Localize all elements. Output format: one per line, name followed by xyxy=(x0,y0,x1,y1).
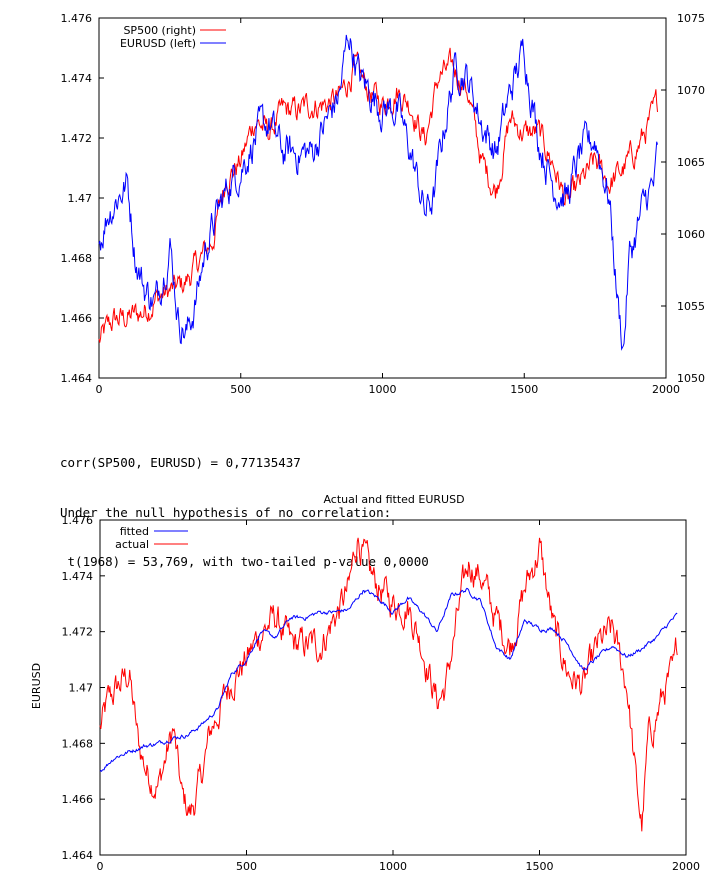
legend-label-actual: actual xyxy=(115,538,149,551)
series-line-eurusd xyxy=(98,34,658,351)
y-axis-label: EURUSD xyxy=(30,663,43,709)
legend-label-sp500: SP500 (right) xyxy=(123,24,196,37)
stats-line-corr: corr(SP500, EURUSD) = 0,77135437 xyxy=(60,455,301,470)
legend: fitted actual xyxy=(115,525,188,551)
y-right-tick-label: 1070 xyxy=(677,84,705,97)
legend-label-eurusd: EURUSD (left) xyxy=(120,37,196,50)
x-tick-label: 1000 xyxy=(379,860,407,873)
x-tick-label: 1500 xyxy=(526,860,554,873)
plot-frame xyxy=(99,519,687,856)
y-right-tick-label: 1065 xyxy=(677,156,705,169)
y-left-tick-label: 1.464 xyxy=(61,372,93,385)
stats-line-ttest: t(1968) = 53,769, with two-tailed p-valu… xyxy=(60,554,429,569)
x-tick-label: 0 xyxy=(97,860,104,873)
y-tick-label: 1.472 xyxy=(62,626,94,639)
y-left-tick-label: 1.472 xyxy=(61,132,93,145)
legend: SP500 (right) EURUSD (left) xyxy=(120,24,226,50)
y-tick-label: 1.468 xyxy=(62,737,94,750)
y-tick-label: 1.47 xyxy=(69,682,94,695)
stats-line-null: Under the null hypothesis of no correlat… xyxy=(60,504,392,520)
series-line-actual xyxy=(99,537,678,832)
x-tick-label: 2000 xyxy=(672,860,700,873)
fitted-chart: Actual and fitted EURUSD EURUSD 0 500 1000… xyxy=(30,493,700,873)
x-tick-label: 500 xyxy=(236,860,257,873)
y-left-tick-label: 1.474 xyxy=(61,72,93,85)
legend-label-fitted: fitted xyxy=(120,525,149,538)
series-line-sp500 xyxy=(98,47,658,343)
x-tick-label: 0 xyxy=(96,383,103,396)
y-tick-label: 1.476 xyxy=(62,514,94,527)
plot-frame xyxy=(98,17,667,379)
correlation-chart: 0 500 1000 1500 2000 1.464 1.466 1.468 1.47 1.472… xyxy=(61,12,706,396)
correlation-stats: corr(SP500, EURUSD) = 0,77135437 Under t… xyxy=(60,422,429,587)
x-tick-label: 2000 xyxy=(652,383,680,396)
y-right-tick-label: 1050 xyxy=(677,372,705,385)
x-tick-label: 1500 xyxy=(510,383,538,396)
x-tick-label: 500 xyxy=(230,383,251,396)
y-tick-label: 1.474 xyxy=(62,570,94,583)
y-right-tick-label: 1060 xyxy=(677,228,705,241)
y-left-tick-label: 1.466 xyxy=(61,312,93,325)
chart-title: Actual and fitted EURUSD xyxy=(323,493,464,506)
y-left-tick-label: 1.468 xyxy=(61,252,93,265)
y-left-tick-label: 1.47 xyxy=(68,192,93,205)
y-left-tick-label: 1.476 xyxy=(61,12,93,25)
y-tick-label: 1.466 xyxy=(62,793,94,806)
y-tick-label: 1.464 xyxy=(62,849,94,862)
y-right-tick-label: 1075 xyxy=(677,12,705,25)
x-tick-label: 1000 xyxy=(369,383,397,396)
series-line-fitted xyxy=(99,587,678,773)
y-right-tick-label: 1055 xyxy=(677,300,705,313)
